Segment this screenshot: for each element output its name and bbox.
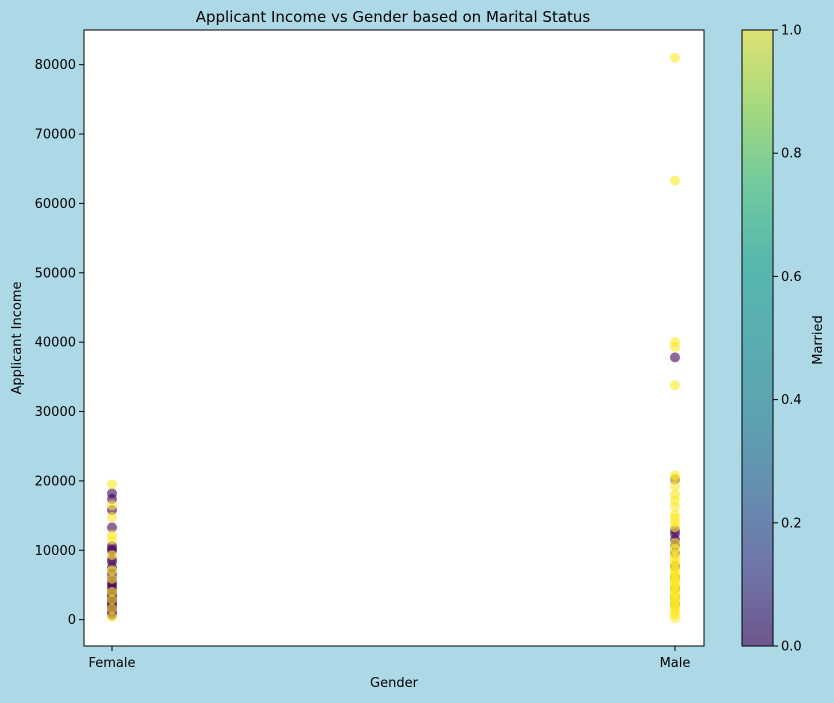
plot-area [84, 30, 704, 646]
y-axis: 0 10000 20000 30000 40000 50000 60000 70000 8000… [35, 58, 84, 628]
y-tick-label: 20000 [35, 474, 76, 489]
y-tick-label: 70000 [35, 128, 76, 143]
points-layer [107, 52, 680, 624]
data-point [107, 603, 117, 614]
data-point [670, 522, 680, 533]
data-point [670, 352, 680, 363]
data-point [107, 611, 117, 622]
colorbar-tick-label: 0.4 [781, 393, 802, 408]
data-point [670, 175, 680, 186]
y-axis-label: Applicant Income [10, 281, 25, 394]
data-point [670, 473, 680, 484]
y-tick-label: 30000 [35, 405, 76, 420]
data-point [670, 501, 680, 512]
x-tick-label: Female [88, 656, 135, 671]
data-point [670, 481, 680, 492]
y-tick-label: 50000 [35, 266, 76, 281]
colorbar-tick-label: 0.2 [781, 516, 802, 531]
colorbar-label: Married [811, 315, 826, 365]
y-tick-label: 40000 [35, 336, 76, 351]
y-tick-label: 10000 [35, 544, 76, 559]
data-point [107, 565, 117, 576]
colorbar-tick-label: 1.0 [781, 24, 802, 39]
y-tick-label: 60000 [35, 197, 76, 212]
data-point [670, 613, 680, 624]
y-tick-label: 80000 [35, 58, 76, 73]
plot-frame [83, 29, 705, 647]
x-axis-label: Gender [370, 676, 419, 691]
x-tick-label: Male [660, 656, 691, 671]
data-point [670, 380, 680, 391]
colorbar-frame [741, 29, 774, 647]
data-point [107, 479, 117, 490]
data-point [670, 52, 680, 63]
data-point [107, 586, 117, 597]
data-point [107, 511, 117, 522]
data-point [107, 534, 117, 545]
data-point [107, 522, 117, 533]
colorbar [742, 30, 773, 646]
chart-title: Applicant Income vs Gender based on Mari… [196, 8, 591, 26]
colorbar-tick-label: 0.8 [781, 147, 802, 162]
data-point [107, 573, 117, 584]
colorbar-axis: 0.0 0.2 0.4 0.6 0.8 1.0 [773, 24, 802, 655]
data-point [107, 550, 117, 561]
data-point [107, 594, 117, 605]
data-point [670, 342, 680, 353]
x-axis: Female Male [88, 646, 690, 671]
colorbar-tick-label: 0.0 [781, 640, 802, 655]
y-tick-label: 0 [68, 613, 76, 628]
colorbar-tick-label: 0.6 [781, 270, 802, 285]
data-point [107, 500, 117, 511]
